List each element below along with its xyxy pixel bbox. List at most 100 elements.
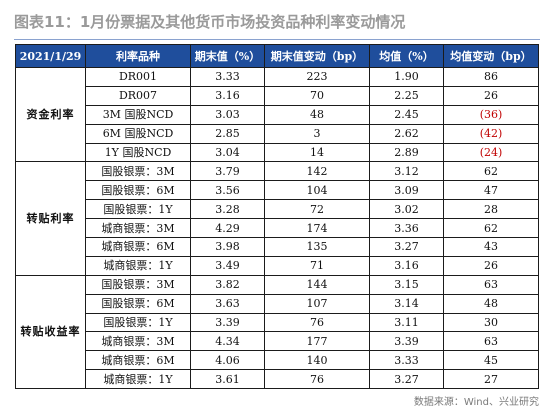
mean-value-cell: 3.12 [369, 161, 444, 182]
mean-change-cell: (42) [443, 123, 539, 144]
mean-value-cell: 1.90 [369, 67, 444, 87]
mean-change-cell: 43 [443, 237, 539, 257]
mean-value-cell: 2.89 [369, 142, 444, 163]
table-row: 资金利率 DR001 3.33 223 1.90 86 [15, 66, 539, 163]
rate-type-cell: 6M 国股NCD [85, 123, 191, 144]
table-row: 城商银票：3M 4.29 174 3.36 62 [16, 218, 539, 239]
mean-change-cell: (24) [443, 142, 539, 163]
end-change-cell: 71 [264, 255, 370, 276]
end-value-cell: 3.56 [190, 180, 265, 201]
table-row: 6M 国股NCD 2.85 3 2.62 (42) [16, 123, 539, 144]
mean-change-cell: 63 [443, 274, 539, 295]
end-value-cell: 3.61 [190, 369, 265, 390]
rate-type-cell: 国股银票：6M [85, 180, 191, 201]
table-row: 转贴利率 国股银票：3M 3.79 142 3.12 62 [15, 161, 539, 276]
end-value-cell: 3.49 [190, 255, 265, 276]
figure-title: 图表11：1月份票据及其他货币市场投资品种利率变动情况 [14, 13, 406, 31]
mean-change-cell: 45 [443, 350, 539, 371]
mean-change-cell: (36) [443, 104, 539, 125]
end-change-cell: 144 [264, 274, 370, 295]
rate-type-cell: 国股银票：3M [85, 161, 191, 182]
mean-value-cell: 2.62 [369, 123, 444, 144]
rate-type-cell: 国股银票：3M [85, 274, 191, 295]
header-type: 利率品种 [85, 44, 191, 68]
end-change-cell: 104 [264, 180, 370, 201]
table-row: 3M 国股NCD 3.03 48 2.45 (36) [16, 104, 539, 125]
mean-value-cell: 3.09 [369, 180, 444, 201]
mean-change-cell: 30 [443, 312, 539, 333]
header-end-value: 期末值（%） [190, 44, 265, 68]
mean-change-cell: 27 [443, 369, 539, 390]
end-change-cell: 70 [264, 85, 370, 106]
rate-table: 2021/1/29 利率品种 期末值（%） 期末值变动（bp） 均值（%） 均值… [15, 44, 539, 390]
end-change-cell: 3 [264, 123, 370, 144]
table-row: 城商银票：6M 4.06 140 3.33 45 [16, 350, 539, 371]
group-label: 转贴利率 [15, 161, 86, 276]
mean-change-cell: 62 [443, 161, 539, 182]
end-change-cell: 72 [264, 199, 370, 220]
rate-type-cell: 城商银票：3M [85, 218, 191, 239]
end-value-cell: 4.34 [190, 331, 265, 352]
table-row: 城商银票：1Y 3.61 76 3.27 27 [16, 369, 539, 390]
header-end-change: 期末值变动（bp） [264, 44, 370, 68]
title-divider [14, 39, 540, 40]
header-mean-change: 均值变动（bp） [443, 44, 539, 68]
group-label: 转贴收益率 [15, 274, 86, 390]
mean-change-cell: 26 [443, 255, 539, 276]
end-value-cell: 3.82 [190, 274, 265, 295]
mean-value-cell: 2.45 [369, 104, 444, 125]
end-value-cell: 3.28 [190, 199, 265, 220]
mean-change-cell: 62 [443, 218, 539, 239]
end-value-cell: 3.16 [190, 85, 265, 106]
mean-value-cell: 3.11 [369, 312, 444, 333]
mean-value-cell: 3.02 [369, 199, 444, 220]
table-row: 城商银票：3M 4.34 177 3.39 63 [16, 331, 539, 352]
rate-type-cell: 国股银票：1Y [85, 312, 191, 333]
mean-value-cell: 3.39 [369, 331, 444, 352]
header-mean: 均值（%） [369, 44, 444, 68]
table-row: 国股银票：6M 3.56 104 3.09 47 [16, 180, 539, 201]
group-label: 资金利率 [15, 66, 86, 163]
table-body: 资金利率 DR001 3.33 223 1.90 86 DR007 3.16 70 2.25 26 3… [15, 66, 539, 390]
mean-change-cell: 28 [443, 199, 539, 220]
table-row: 国股银票：1Y 3.39 76 3.11 30 [16, 312, 539, 333]
rate-type-cell: 城商银票：6M [85, 350, 191, 371]
rate-type-cell: DR007 [85, 85, 191, 106]
mean-value-cell: 3.27 [369, 237, 444, 257]
table-row: 城商银票：6M 3.98 135 3.27 43 [16, 237, 539, 257]
end-change-cell: 140 [264, 350, 370, 371]
end-change-cell: 142 [264, 161, 370, 182]
end-change-cell: 107 [264, 293, 370, 314]
end-change-cell: 174 [264, 218, 370, 239]
source-note: 数据来源：Wind、兴业研究 [413, 397, 539, 408]
end-change-cell: 14 [264, 142, 370, 163]
end-value-cell: 3.33 [190, 67, 265, 87]
rate-type-cell: 3M 国股NCD [85, 104, 191, 125]
table-row: 国股银票：6M 3.63 107 3.14 48 [16, 293, 539, 314]
table-header-row: 2021/1/29 利率品种 期末值（%） 期末值变动（bp） 均值（%） 均值… [15, 44, 539, 68]
rate-type-cell: 城商银票：6M [85, 237, 191, 257]
table-row: 转贴收益率 国股银票：3M 3.82 144 3.15 63 [15, 274, 539, 390]
table-row: 1Y 国股NCD 3.04 14 2.89 (24) [16, 142, 539, 163]
rate-type-cell: 国股银票：6M [85, 293, 191, 314]
mean-value-cell: 3.16 [369, 255, 444, 276]
end-change-cell: 177 [264, 331, 370, 352]
table-row: 国股银票：1Y 3.28 72 3.02 28 [16, 199, 539, 220]
table-row: DR007 3.16 70 2.25 26 [16, 85, 539, 106]
mean-value-cell: 3.36 [369, 218, 444, 239]
rate-type-cell: 国股银票：1Y [85, 199, 191, 220]
end-value-cell: 4.06 [190, 350, 265, 371]
mean-value-cell: 2.25 [369, 85, 444, 106]
rate-type-cell: 城商银票：1Y [85, 255, 191, 276]
end-value-cell: 3.79 [190, 161, 265, 182]
end-change-cell: 76 [264, 369, 370, 390]
end-value-cell: 3.03 [190, 104, 265, 125]
end-change-cell: 48 [264, 104, 370, 125]
mean-value-cell: 3.15 [369, 274, 444, 295]
end-change-cell: 223 [264, 67, 370, 87]
end-value-cell: 3.39 [190, 312, 265, 333]
rate-type-cell: 1Y 国股NCD [85, 142, 191, 163]
mean-value-cell: 3.33 [369, 350, 444, 371]
mean-change-cell: 86 [443, 67, 539, 87]
mean-value-cell: 3.27 [369, 369, 444, 390]
